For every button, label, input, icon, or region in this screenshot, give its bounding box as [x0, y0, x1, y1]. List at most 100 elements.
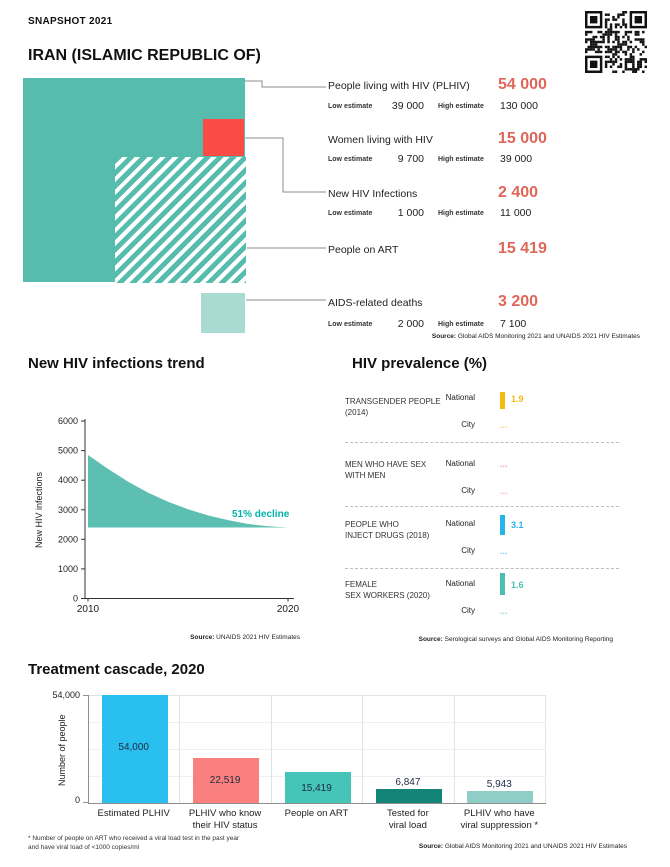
- trend-y-tick-label: 6000: [58, 416, 78, 426]
- qr-module: [637, 60, 640, 64]
- qr-module: [617, 55, 620, 59]
- qr-module: [642, 50, 645, 54]
- qr-module: [587, 30, 590, 34]
- cascade-bar-value: 5,943: [486, 779, 512, 791]
- prevalence-national-bar: [500, 515, 505, 535]
- qr-module: [614, 35, 618, 39]
- cascade-ytick-max: 54,000: [52, 690, 80, 700]
- trend-y-tick-label: 5000: [58, 446, 78, 456]
- art-hatched-square: [115, 157, 246, 283]
- qr-module: [617, 23, 620, 26]
- low-estimate-value: 2 000: [397, 318, 424, 330]
- qr-module: [585, 40, 588, 44]
- stat-value: 15 000: [498, 130, 547, 147]
- qr-module: [589, 45, 593, 49]
- new-infections-square: [203, 119, 244, 156]
- cascade-gridline: [270, 695, 272, 803]
- qr-module: [612, 53, 615, 56]
- qr-module: [592, 38, 595, 41]
- qr-module: [619, 45, 623, 49]
- prevalence-national-label: National: [445, 519, 475, 528]
- qr-module: [619, 48, 623, 51]
- qr-module: [607, 50, 610, 54]
- low-estimate-label: Low estimate: [328, 156, 373, 163]
- qr-module: [587, 48, 590, 51]
- qr-module: [592, 35, 595, 39]
- qr-module: [624, 11, 628, 14]
- qr-module: [612, 40, 615, 44]
- cascade-bar-value: 15,419: [301, 782, 332, 794]
- stat-estimates-row: Low estimate 2 000 High estimate 7 100: [328, 318, 668, 331]
- cascade-source-text: Global AIDS Monitoring 2021 and UNAIDS 2…: [443, 843, 627, 850]
- cascade-gridline: [179, 695, 181, 803]
- qr-module: [632, 58, 635, 61]
- qr-module: [594, 50, 598, 54]
- qr-module: [597, 50, 600, 54]
- qr-module: [604, 13, 608, 16]
- cascade-category-label: Tested for viral load: [387, 808, 429, 831]
- qr-module: [599, 50, 603, 54]
- high-estimate-value: 39 000: [500, 153, 533, 165]
- qr-module: [642, 58, 645, 61]
- qr-module: [632, 63, 635, 66]
- qr-module: [592, 43, 595, 46]
- trend-y-tick-label: 0: [73, 594, 78, 604]
- qr-module: [585, 33, 588, 36]
- qr-module: [604, 20, 608, 24]
- cascade-bar-value: 6,847: [395, 777, 421, 789]
- qr-module: [629, 58, 633, 61]
- qr-module: [604, 33, 608, 36]
- qr-module: [627, 30, 630, 34]
- qr-module: [604, 30, 608, 34]
- trend-annotation: 51% decline: [232, 509, 290, 520]
- aids-deaths-square: [201, 293, 245, 333]
- qr-module: [632, 65, 635, 69]
- qr-module: [644, 58, 647, 61]
- page-title: IRAN (ISLAMIC REPUBLIC OF): [28, 47, 261, 64]
- qr-module: [624, 60, 628, 64]
- high-estimate-label: High estimate: [438, 156, 484, 163]
- qr-module: [602, 35, 605, 39]
- qr-module: [612, 55, 615, 59]
- qr-module: [609, 50, 613, 54]
- prevalence-separator: [345, 442, 619, 443]
- trend-y-axis-label: New HIV infections: [34, 471, 44, 548]
- qr-module: [627, 58, 630, 61]
- qr-module: [617, 38, 620, 41]
- qr-module: [614, 60, 618, 64]
- cascade-bar: [467, 791, 534, 803]
- qr-module: [614, 70, 618, 73]
- qr-module: [642, 38, 645, 41]
- trend-y-tick-label: 2000: [58, 534, 78, 544]
- high-estimate-label: High estimate: [438, 210, 484, 217]
- qr-module: [629, 60, 633, 64]
- prevalence-city-label: City: [461, 606, 475, 615]
- qr-module: [589, 48, 593, 51]
- qr-module: [624, 58, 628, 61]
- cascade-category-label: PLHIV who have viral suppression *: [460, 808, 539, 831]
- trend-x-tick-label: 2010: [77, 604, 100, 615]
- qr-module: [602, 33, 605, 36]
- stat-value: 15 419: [498, 240, 547, 257]
- qr-module: [617, 15, 620, 19]
- cascade-source: Source: Global AIDS Monitoring 2021 and …: [330, 843, 627, 850]
- qr-module: [627, 38, 630, 41]
- low-estimate-value: 1 000: [397, 207, 424, 219]
- cascade-gridline: [545, 695, 546, 803]
- qr-module: [639, 63, 643, 66]
- stat-value: 3 200: [498, 293, 539, 310]
- cascade-bar: [284, 772, 351, 803]
- qr-module: [589, 43, 593, 46]
- trend-y-tick-label: 3000: [58, 505, 78, 515]
- stat-estimates-row: Low estimate 9 700 High estimate 39 000: [328, 153, 668, 166]
- cascade-y-axis-label: Number of people: [57, 714, 67, 786]
- qr-module: [607, 48, 610, 51]
- qr-module: [624, 63, 628, 66]
- qr-module: [629, 30, 633, 34]
- stat-label: AIDS-related deaths: [328, 297, 423, 309]
- qr-module: [592, 48, 595, 51]
- qr-module: [614, 50, 618, 54]
- qr-module: [639, 60, 643, 64]
- high-estimate-label: High estimate: [438, 321, 484, 328]
- qr-module: [612, 48, 615, 51]
